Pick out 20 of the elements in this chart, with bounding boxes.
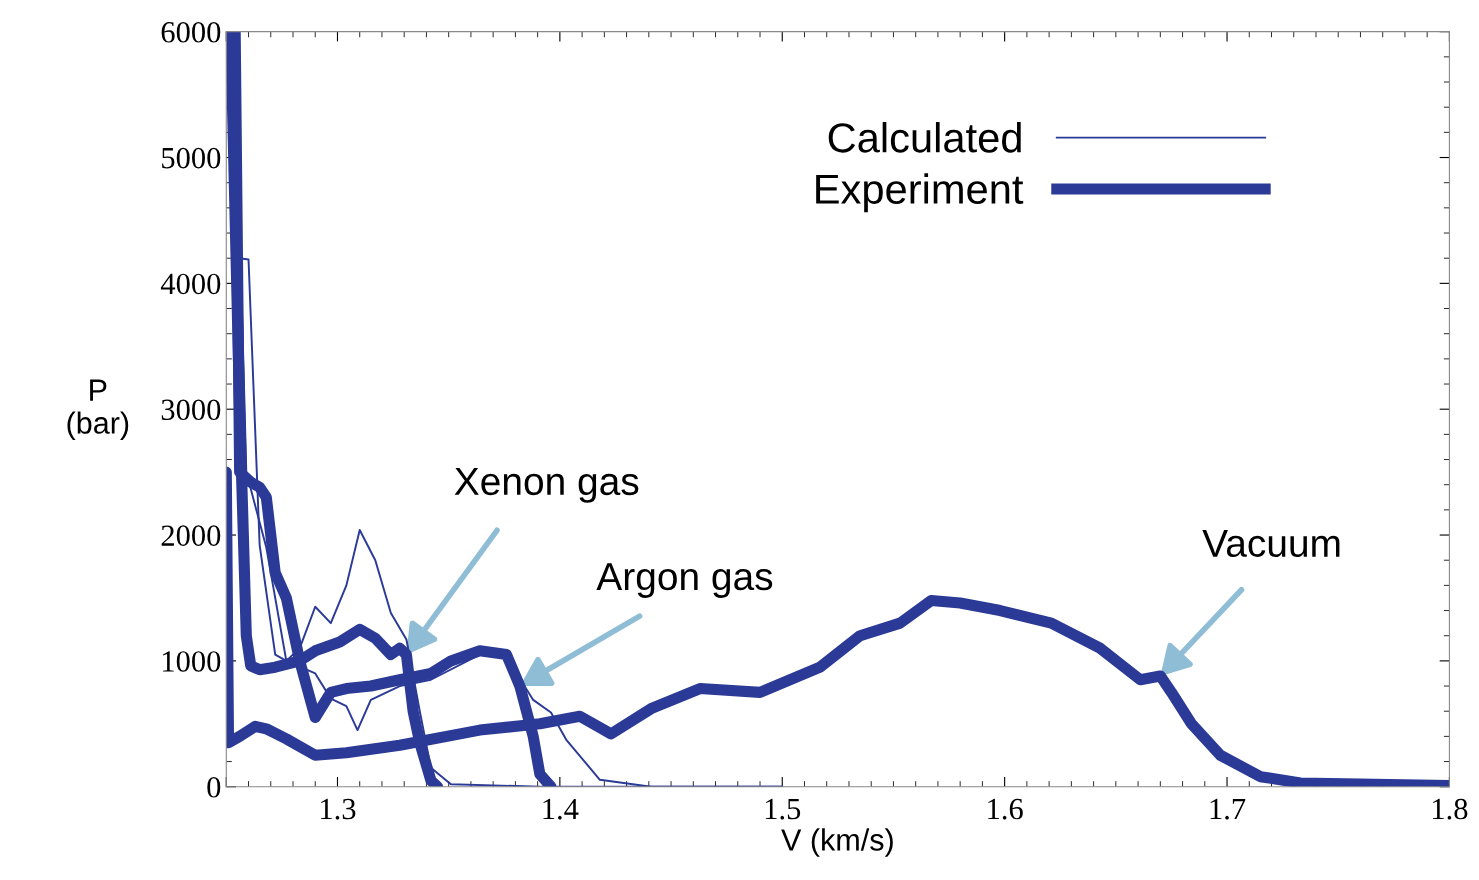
y-tick-label: 2000 — [161, 525, 221, 546]
y-tick-label: 1000 — [163, 651, 221, 672]
y-tick-label: 0 — [207, 777, 221, 798]
annotation: Argon gas — [596, 563, 773, 598]
annotation: Vacuum — [1202, 529, 1340, 558]
x-tick-label: 1.3 — [321, 798, 356, 820]
x-tick-label: 1.8 — [1433, 798, 1468, 820]
legend-label: Calculated — [828, 122, 1021, 153]
x-tick-label: 1.5 — [765, 798, 801, 820]
y-axis-title: P (bar) — [67, 379, 129, 440]
annotation: Xenon gas — [454, 468, 639, 503]
x-axis-title: V (km/s) — [781, 828, 893, 857]
y-tick-label: 6000 — [161, 21, 221, 43]
x-tick-label: 1.7 — [1210, 798, 1246, 820]
x-tick-label: 1.6 — [988, 798, 1023, 820]
y-tick-label: 5000 — [162, 147, 221, 169]
y-tick-label: 4000 — [160, 273, 221, 295]
legend-label: Experiment — [816, 173, 1024, 213]
x-tick-label: 1.4 — [543, 798, 579, 820]
y-tick-label: 3000 — [161, 399, 221, 421]
